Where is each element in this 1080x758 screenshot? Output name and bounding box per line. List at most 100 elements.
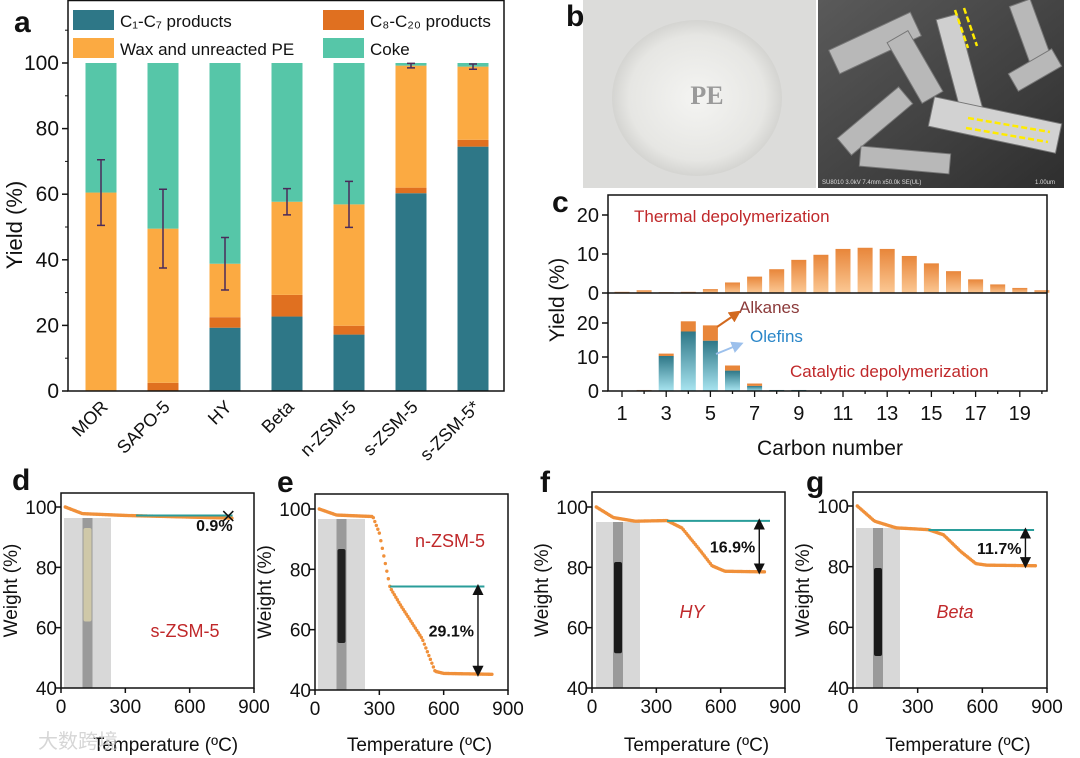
legend-swatch <box>323 10 364 30</box>
legend-label: C₈-C₂₀ products <box>370 12 491 31</box>
panel-g-tga-chart: 11.7% Beta 40 60 80 100 0 300 600 900Temperature … <box>793 491 1063 756</box>
tga-data-point <box>382 554 386 558</box>
bar-segment <box>147 382 179 391</box>
y-tick-label: 0 <box>588 283 599 305</box>
bar-thermal <box>835 248 851 293</box>
bar-segment <box>395 193 427 391</box>
panel-label-f: f <box>540 466 551 499</box>
sample-name-label: s-ZSM-5 <box>151 621 220 641</box>
x-tick-label: 300 <box>640 697 672 718</box>
error-bar <box>407 62 415 69</box>
x-tick-label: 600 <box>174 697 206 718</box>
x-tick-label: Beta <box>258 396 299 437</box>
y-axis-label: Weight (%) <box>255 545 276 639</box>
bar-thermal <box>1012 287 1028 293</box>
x-tick-label: 11 <box>833 403 854 425</box>
bar-thermal <box>879 248 895 293</box>
x-tick-label: SAPO-5 <box>113 397 174 458</box>
tga-data-point <box>374 523 379 528</box>
bar-segment <box>333 334 365 391</box>
legend-label: C₁-C₇ products <box>120 12 232 31</box>
tga-data-point <box>422 642 427 646</box>
bar-olefins <box>725 370 740 391</box>
sem-info: SU8010 3.0kV 7.4mm x50.0k SE(UL) <box>822 180 921 186</box>
end-marker-x <box>222 510 234 522</box>
y-tick-label: 80 <box>567 558 588 579</box>
bar-alkanes <box>725 365 740 371</box>
y-tick-label: 40 <box>290 681 311 702</box>
arrow-alkanes <box>716 310 741 328</box>
tga-data-point <box>383 561 388 566</box>
sem-crystal-rods <box>828 0 1063 175</box>
y-tick-label: 100 <box>817 497 849 518</box>
bar-olefins <box>747 385 763 391</box>
y-tick-label: 100 <box>24 52 59 75</box>
bar-segment <box>271 294 303 317</box>
y-tick-label: 80 <box>36 558 57 579</box>
y-tick-label: 60 <box>828 618 849 639</box>
panel-e-tga-chart: 29.1% n-ZSM-5 40 60 80 100 0 300 600 900Temperatu… <box>255 493 524 756</box>
weight-loss-label: 16.9% <box>710 539 755 556</box>
tga-data-point <box>1033 564 1038 568</box>
y-axis-label: Yield (%) <box>546 258 569 342</box>
tube-sample-bed <box>83 528 92 622</box>
weight-loss-label: 29.1% <box>429 623 474 640</box>
y-tick-label: 40 <box>36 679 57 700</box>
legend-label: Wax and unreacted PE <box>120 40 294 59</box>
y-tick-label: 60 <box>36 619 57 640</box>
bar-thermal <box>725 282 740 293</box>
x-axis-label: Temperature (ºC) <box>347 735 492 756</box>
tga-data-point <box>419 635 424 640</box>
x-tick-label: 9 <box>793 403 804 425</box>
x-tick-label: 17 <box>964 403 986 425</box>
x-tick-label: 5 <box>705 403 716 425</box>
bar-thermal <box>923 263 939 293</box>
sem-scale: 1.00um <box>1035 180 1055 186</box>
x-axis-label: Temperature (ºC) <box>885 735 1030 756</box>
x-tick-label: 600 <box>705 697 737 718</box>
tga-data-point <box>379 539 383 543</box>
tga-data-point <box>394 595 398 599</box>
tga-data-point <box>389 587 394 592</box>
x-tick-label: 0 <box>587 697 598 718</box>
tga-data-point <box>376 527 380 531</box>
pe-photo-label: PE <box>690 81 723 110</box>
tga-data-point <box>427 653 431 658</box>
bar-segment <box>395 65 427 188</box>
y-tick-label: 80 <box>290 560 311 581</box>
tga-data-point <box>490 672 494 676</box>
bar-segment <box>271 316 303 391</box>
bar-segment <box>457 139 489 147</box>
y-axis-label: Weight (%) <box>793 543 814 637</box>
y-tick-label: 60 <box>290 621 311 642</box>
error-bar <box>221 236 229 291</box>
y-tick-label: 60 <box>567 619 588 640</box>
plot-frame <box>852 491 1048 689</box>
tga-data-point <box>373 519 377 524</box>
panel-label-g: g <box>806 466 824 499</box>
pe-powder-pile <box>612 20 782 176</box>
x-tick-label: 300 <box>902 697 934 718</box>
y-tick-label: 40 <box>36 249 59 272</box>
bar-alkanes <box>747 383 763 386</box>
panel-label-e: e <box>277 466 294 499</box>
x-axis-label: Temperature (ºC) <box>624 735 769 756</box>
error-bar <box>469 63 477 70</box>
y-tick-label: 100 <box>279 500 311 521</box>
x-tick-label: 900 <box>238 697 270 718</box>
bar-thermal <box>813 254 829 293</box>
x-tick-label: 1 <box>616 403 627 425</box>
tga-data-point <box>371 515 376 520</box>
tga-data-point <box>380 546 385 551</box>
tga-data-point <box>431 665 436 669</box>
bar-segment <box>209 63 241 264</box>
tga-data-point <box>430 661 434 665</box>
annotation-olefins: Olefins <box>750 327 803 346</box>
legend-swatch <box>323 38 364 58</box>
bar-olefins <box>702 340 718 391</box>
bar-segment <box>271 201 303 295</box>
bar-olefins <box>658 355 674 391</box>
y-tick-label: 80 <box>36 118 59 141</box>
y-tick-label: 40 <box>567 679 588 700</box>
y-tick-label: 10 <box>577 244 599 266</box>
